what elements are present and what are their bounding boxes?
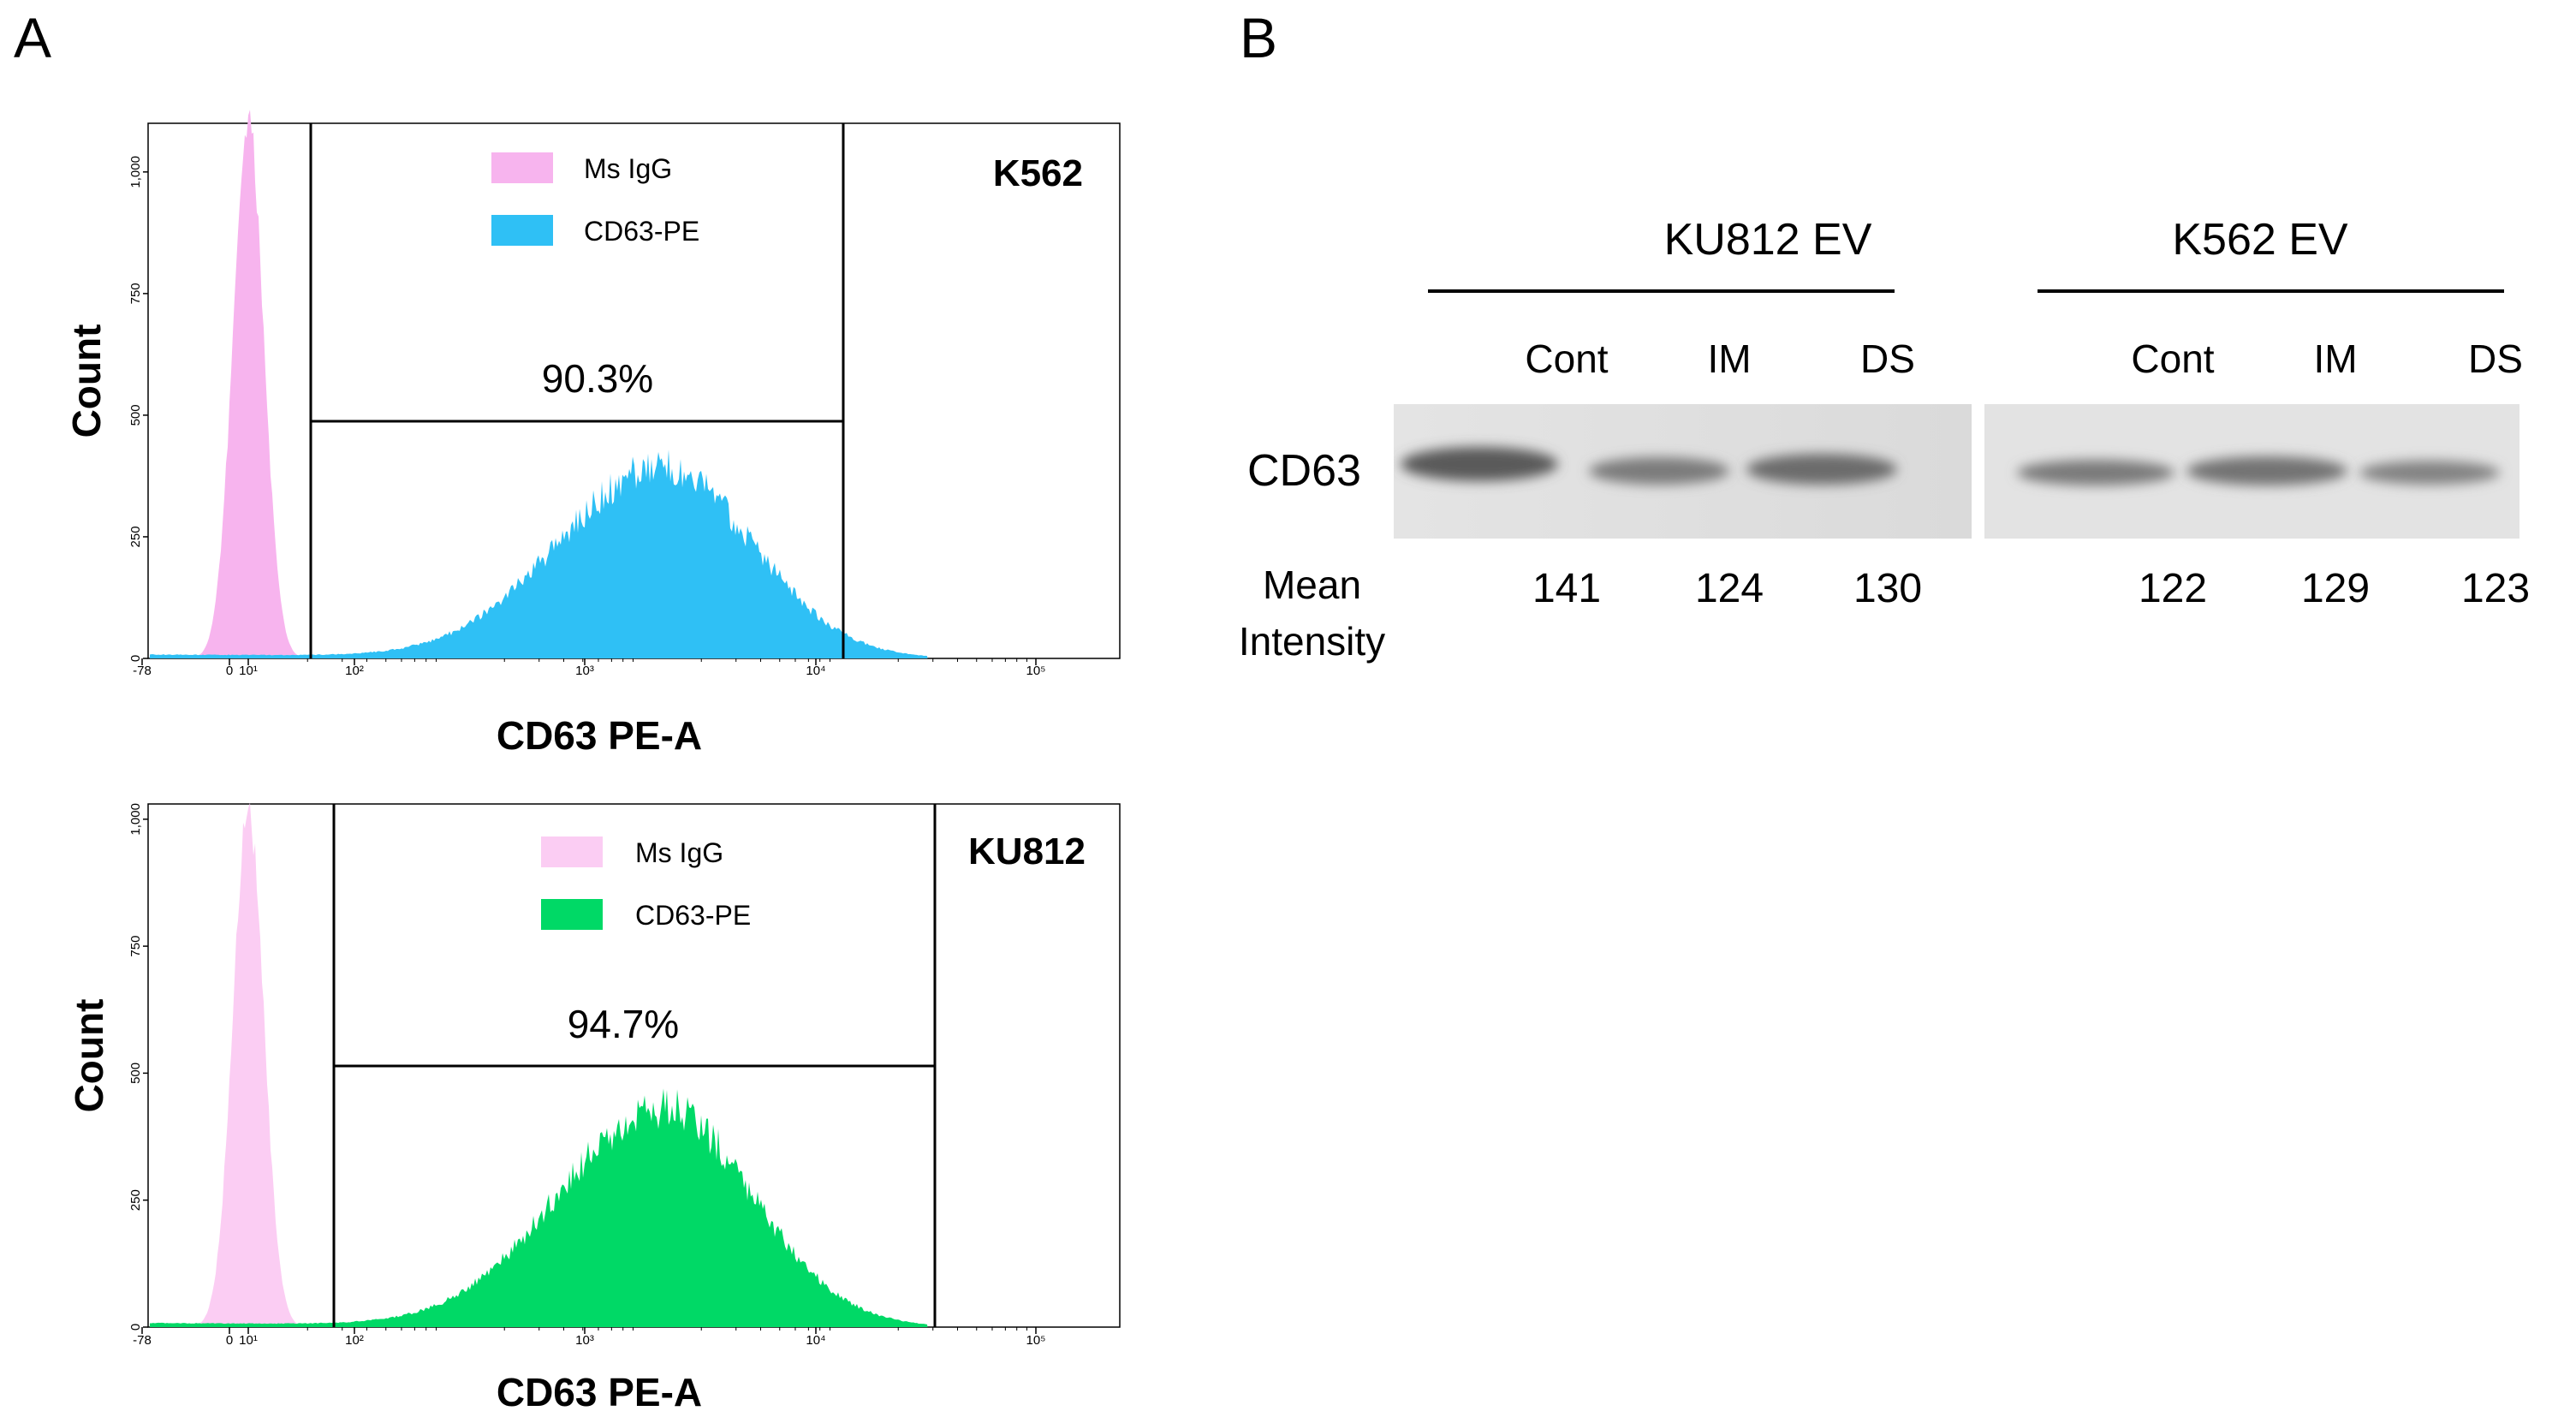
group-underline-ku812	[1428, 289, 1895, 293]
gate-percent: 90.3%	[542, 356, 653, 401]
x-tick-label: 0	[226, 1333, 233, 1348]
band-k562-cont	[2017, 460, 2174, 485]
band-ku812-cont	[1401, 447, 1558, 481]
x-tick-label: 10²	[345, 664, 364, 678]
y-tick-label: 500	[128, 404, 143, 426]
panel-a-label: A	[14, 6, 52, 69]
x-tick-label: -78	[133, 664, 152, 678]
isotype-histogram	[197, 110, 300, 659]
blot-row-label: CD63	[1247, 446, 1361, 496]
x-tick-label: 10⁴	[806, 664, 825, 678]
x-tick-label: 10¹	[239, 1333, 258, 1348]
y-tick-label: 500	[128, 1063, 143, 1084]
y-tick-label: 1,000	[128, 803, 143, 836]
lane-label: IM	[2313, 336, 2358, 381]
legend-label-stained: CD63-PE	[584, 216, 699, 247]
x-tick-label: 10³	[575, 664, 594, 678]
group-underline-k562	[2038, 289, 2504, 293]
western-blot-panel: KU812 EV K562 EV Cont IM DS Cont IM DS C…	[1199, 0, 2576, 771]
y-tick-label: 750	[128, 283, 143, 304]
mean-intensity-label: Mean Intensity	[1207, 557, 1417, 670]
y-tick-label: 250	[128, 1189, 143, 1211]
band-k562-ds	[2359, 461, 2500, 485]
y-axis-ticks: 0 250 500 750 1,000	[128, 803, 148, 1331]
y-tick-label: 0	[128, 655, 143, 662]
y-axis-ticks: 0 250 500 750 1,000	[128, 156, 148, 662]
lane-label: Cont	[1525, 336, 1609, 381]
gate-percent: 94.7%	[568, 1002, 679, 1046]
x-tick-label: 0	[226, 664, 233, 678]
legend-label-isotype: Ms IgG	[635, 837, 723, 868]
y-tick-label: 0	[128, 1324, 143, 1331]
legend-swatch-isotype	[491, 152, 553, 183]
y-tick-label: 1,000	[128, 156, 143, 188]
intensity-label: Intensity	[1238, 619, 1386, 664]
mean-intensity-value: 130	[1853, 566, 1923, 611]
group-label-ku812: KU812 EV	[1663, 215, 1872, 265]
y-axis-label: Count	[67, 999, 111, 1113]
stained-histogram	[150, 1088, 928, 1327]
mean-label: Mean	[1262, 563, 1362, 607]
stained-histogram	[150, 450, 928, 658]
legend-swatch-stained	[541, 899, 603, 930]
legend-swatch-isotype	[541, 837, 603, 867]
x-axis-label: CD63 PE-A	[497, 1370, 702, 1414]
x-tick-label: -78	[133, 1333, 152, 1348]
flow-histograms: 90.3% K562 Ms IgG CD63-PE 0 250 500 750 1,00…	[64, 110, 1121, 1414]
histogram-k562: 90.3% K562 Ms IgG CD63-PE 0 250 500 750 1,00…	[64, 110, 1121, 758]
lane-label: DS	[1860, 336, 1915, 381]
legend-swatch-stained	[491, 215, 553, 246]
x-tick-label: 10⁵	[1026, 1333, 1046, 1348]
x-axis-label: CD63 PE-A	[497, 713, 702, 758]
lane-label: Cont	[2131, 336, 2215, 381]
x-axis-ticks: -78 0 10¹ 10² 10³ 10⁴ 10⁵	[133, 658, 1045, 678]
mean-intensity-value: 141	[1532, 566, 1602, 611]
mean-intensity-value: 124	[1694, 566, 1764, 611]
mean-intensity-value: 123	[2460, 566, 2531, 611]
lane-label: IM	[1707, 336, 1752, 381]
x-tick-label: 10⁴	[806, 1333, 825, 1348]
x-tick-label: 10⁵	[1026, 664, 1046, 678]
x-tick-label: 10³	[575, 1333, 594, 1348]
chart-title: K562	[993, 152, 1083, 194]
lane-label: DS	[2468, 336, 2523, 381]
legend-label-isotype: Ms IgG	[584, 153, 672, 184]
legend-label-stained: CD63-PE	[635, 900, 751, 931]
y-tick-label: 250	[128, 526, 143, 547]
mean-intensity-value: 129	[2300, 566, 2371, 611]
x-tick-label: 10²	[345, 1333, 364, 1348]
y-tick-label: 750	[128, 936, 143, 957]
blot-images	[1394, 404, 2519, 539]
mean-intensity-value: 122	[2138, 566, 2208, 611]
band-ku812-im	[1589, 457, 1729, 485]
x-axis-ticks: -78 0 10¹ 10² 10³ 10⁴ 10⁵	[133, 1327, 1045, 1348]
panel-b-label: B	[1240, 6, 1278, 69]
isotype-histogram	[197, 802, 300, 1327]
histogram-ku812: 94.7% KU812 Ms IgG CD63-PE 0 250 500 750 1,0…	[67, 802, 1121, 1414]
chart-title: KU812	[968, 831, 1086, 872]
band-ku812-ds	[1746, 454, 1897, 485]
y-axis-label: Count	[64, 324, 109, 438]
x-tick-label: 10¹	[239, 664, 258, 678]
group-label-k562: K562 EV	[2172, 215, 2348, 265]
band-k562-im	[2186, 456, 2347, 485]
